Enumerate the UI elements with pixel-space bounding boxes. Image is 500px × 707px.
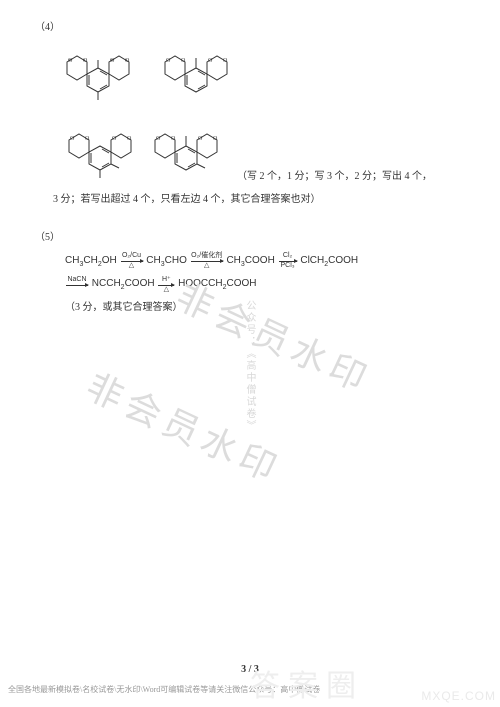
arrow-4: NaCN: [66, 276, 88, 292]
svg-text:O: O: [85, 136, 90, 142]
product-2: CH3COOH: [226, 255, 274, 266]
q5-reaction-block: CH3CH2OH O₂/Cu △ CH3CHO O₂/催化剂 △ CH3COOH…: [65, 252, 465, 316]
svg-text:O: O: [181, 58, 186, 64]
q4-molecules-row2: O O O O O O O O （写 2 个，1 分；写 3 个，2 分；写出 …: [65, 120, 465, 184]
q4-molecules-row1: O O O O O O O O: [63, 42, 465, 106]
svg-text:O: O: [125, 58, 130, 64]
page-number: 3 / 3: [0, 664, 500, 675]
product-4: NCCH2COOH: [92, 278, 155, 289]
svg-text:O: O: [166, 58, 171, 64]
svg-text:O: O: [70, 136, 75, 142]
arrow-1: O₂/Cu △: [121, 252, 143, 268]
molecule-3: O O O O: [65, 120, 135, 184]
product-5: HOOCCH2COOH: [178, 278, 256, 289]
molecule-1: O O O O: [63, 42, 133, 106]
q5-label: （5）: [35, 230, 465, 246]
footer-text: 全国各地最新模拟卷\名校试卷\无水印\Word可编辑试卷等请关注微信公众号：高中…: [0, 684, 500, 695]
q4-label: （4）: [35, 20, 465, 36]
arrow-5: H⁺ △: [158, 276, 174, 292]
molecule-4: O O O O: [151, 120, 221, 184]
q4-scoring-line2: 3 分；若写出超过 4 个，只看左边 4 个，其它合理答案也对）: [53, 192, 465, 208]
svg-text:O: O: [156, 136, 161, 142]
q5-note: （3 分，或其它合理答案）: [65, 300, 465, 316]
svg-text:O: O: [208, 58, 213, 64]
watermark-vertical: 公众号：《高中僧试卷》: [242, 300, 257, 432]
svg-text:O: O: [171, 136, 176, 142]
arrow-3: Cl₂ PCl₃: [279, 252, 297, 268]
svg-text:O: O: [127, 136, 132, 142]
watermark-diag-2: 非会员水印: [79, 358, 291, 494]
page-content: （4） O O: [0, 0, 500, 316]
reagent-start: CH3CH2OH: [65, 255, 117, 266]
q4-scoring-inline: （写 2 个，1 分；写 3 个，2 分；写出 4 个，: [237, 169, 465, 184]
svg-text:O: O: [198, 136, 203, 142]
svg-text:O: O: [68, 58, 73, 64]
product-3: ClCH2COOH: [300, 255, 358, 266]
svg-text:O: O: [112, 136, 117, 142]
svg-text:O: O: [110, 58, 115, 64]
product-1: CH3CHO: [146, 255, 187, 266]
arrow-2: O₂/催化剂 △: [191, 252, 223, 268]
svg-text:O: O: [223, 58, 228, 64]
reaction-line2: NaCN NCCH2COOH H⁺ △ HOOCCH2COOH: [65, 276, 465, 294]
svg-text:O: O: [83, 58, 88, 64]
reaction-line1: CH3CH2OH O₂/Cu △ CH3CHO O₂/催化剂 △ CH3COOH…: [65, 252, 465, 270]
molecule-2: O O O O: [161, 42, 231, 106]
svg-text:O: O: [213, 136, 218, 142]
